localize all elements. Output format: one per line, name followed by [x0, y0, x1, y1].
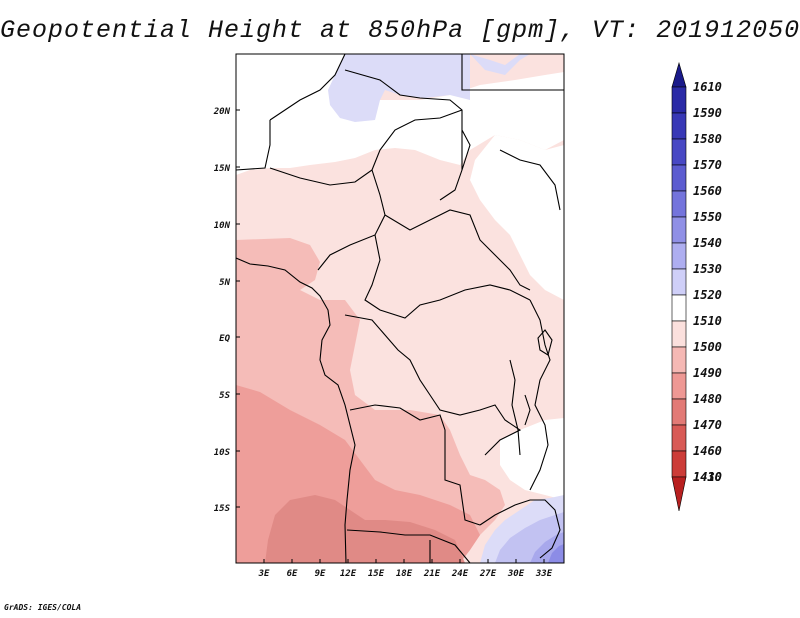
colorbar-swatch-1510 [671, 294, 687, 322]
colorbar-label-1510: 1510 [693, 314, 722, 328]
colorbar-label-1460: 1460 [693, 444, 722, 458]
field-1470-southwest [265, 495, 465, 563]
colorbar-label-1430: 1430 [693, 470, 722, 484]
colorbar-label-1540: 1540 [693, 236, 722, 250]
lon-label-3e: 3E [258, 569, 270, 579]
lon-label-12e: 12E [340, 569, 357, 579]
colorbar-label-1530: 1530 [693, 262, 722, 276]
colorbar-label-1580: 1580 [693, 132, 722, 146]
colorbar-label-1570: 1570 [693, 158, 722, 172]
colorbar-swatch-1480 [671, 372, 687, 400]
colorbar-label-1500: 1500 [693, 340, 722, 354]
lon-label-6e: 6E [287, 569, 298, 579]
boundary-congo [344, 314, 522, 456]
longitude-axis: 3E 6E 9E 12E 15E 18E 21E 24E 27E 30E 33E [258, 559, 553, 579]
lat-label-5n: 5N [219, 278, 230, 288]
colorbar-swatch-1540 [671, 216, 687, 244]
lon-label-30e: 30E [507, 569, 525, 579]
lake-outlines [509, 329, 553, 456]
colorbar-label-1490: 1490 [693, 366, 722, 380]
lon-label-33e: 33E [535, 569, 553, 579]
lat-label-5s: 5S [219, 391, 230, 401]
colorbar-swatch-1430 [671, 450, 687, 478]
lat-label-eq: EQ [219, 334, 230, 344]
boundary-south [429, 499, 561, 563]
map-title: Geopotential Height at 850hPa [gpm], VT:… [0, 16, 800, 45]
field-1510-east [470, 135, 564, 300]
colorbar-swatch-1550 [671, 190, 687, 218]
field-1510-southeast [500, 418, 564, 500]
lat-label-10s: 10S [214, 448, 231, 458]
colorbar: 1610 1590 1580 1570 1560 1550 1540 1530 1520 1510… [671, 61, 722, 512]
lon-label-27e: 27E [479, 569, 497, 579]
lon-label-18e: 18E [396, 569, 413, 579]
field-1510-north [236, 54, 564, 175]
coastline-west-africa [236, 257, 356, 563]
field-1520-north [328, 54, 530, 122]
colorbar-label-1410: 1410 [693, 470, 722, 484]
colorbar-label-1470: 1470 [693, 418, 722, 432]
map-frame [235, 53, 565, 564]
lon-label-21e: 21E [423, 569, 441, 579]
colorbar-swatch-1590 [671, 86, 687, 114]
colorbar-label-1480: 1480 [693, 392, 722, 406]
lat-label-15s: 15S [214, 504, 231, 514]
colorbar-label-1560: 1560 [693, 184, 722, 198]
colorbar-swatch-1610 [671, 61, 687, 88]
colorbar-swatch-1520 [671, 268, 687, 296]
boundary-angola [346, 404, 481, 563]
lon-label-9e: 9E [315, 569, 326, 579]
lat-label-15n: 15N [214, 164, 231, 174]
colorbar-swatch-1470 [671, 398, 687, 426]
colorbar-swatch-1580 [671, 112, 687, 140]
colorbar-swatch-1460 [671, 424, 687, 452]
boundary-central [364, 209, 531, 319]
colorbar-swatch-1500 [671, 320, 687, 348]
boundary-sahara [269, 54, 564, 201]
height-field [236, 54, 564, 563]
lat-label-10n: 10N [214, 221, 231, 231]
colorbar-label-1550: 1550 [693, 210, 722, 224]
colorbar-label-1590: 1590 [693, 106, 722, 120]
political-boundaries [236, 54, 564, 563]
colorbar-swatch-1570 [671, 138, 687, 166]
colorbar-swatch-1410 [671, 476, 687, 512]
lat-label-20n: 20N [213, 107, 231, 117]
colorbar-swatch-1530 [671, 242, 687, 270]
colorbar-swatch-1490 [671, 346, 687, 374]
colorbar-swatch-1560 [671, 164, 687, 192]
latitude-axis: 20N 15N 10N 5N EQ 5S 10S 15S [213, 107, 240, 514]
grads-credit: GrADS: IGES/COLA [4, 603, 82, 612]
colorbar-label-1610: 1610 [693, 80, 722, 94]
lon-label-24e: 24E [451, 569, 469, 579]
lon-label-15e: 15E [368, 569, 385, 579]
field-1550-southeast [548, 544, 564, 563]
colorbar-label-1520: 1520 [693, 288, 722, 302]
